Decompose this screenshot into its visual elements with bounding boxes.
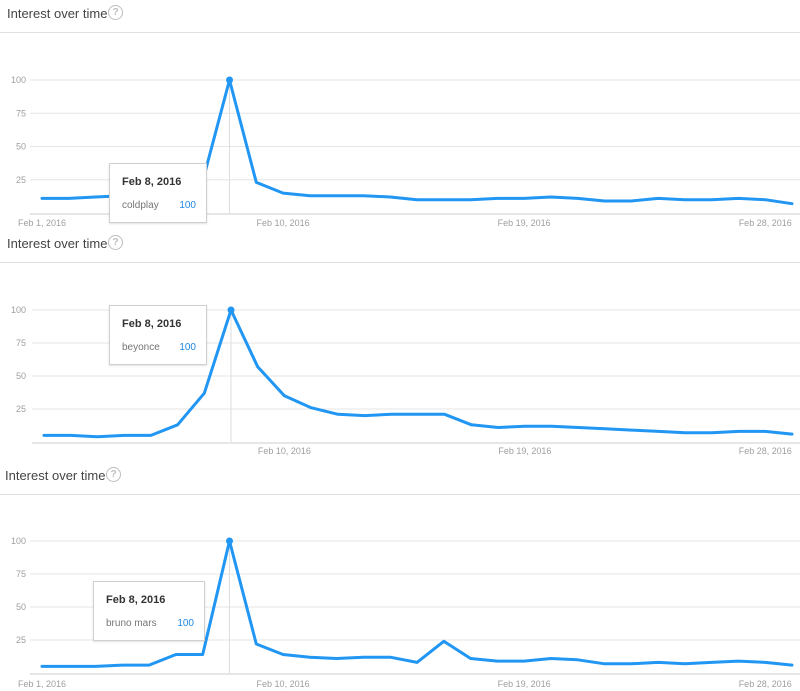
header-divider — [0, 494, 800, 495]
hover-point[interactable] — [226, 537, 233, 545]
tooltip: Feb 8, 2016 coldplay 100 — [109, 163, 207, 223]
help-icon[interactable]: ? — [108, 235, 123, 250]
hover-point[interactable] — [227, 306, 235, 314]
x-tick-label: Feb 19, 2016 — [498, 446, 551, 456]
y-tick-label: 25 — [16, 635, 26, 645]
y-tick-label: 100 — [11, 536, 26, 546]
x-tick-label: Feb 19, 2016 — [498, 218, 551, 228]
x-tick-label: Feb 1, 2016 — [18, 679, 66, 689]
y-tick-label: 100 — [11, 305, 26, 315]
tooltip: Feb 8, 2016 beyonce 100 — [109, 305, 207, 365]
y-tick-label: 50 — [16, 371, 26, 381]
x-tick-label: Feb 28, 2016 — [739, 218, 792, 228]
y-tick-label: 50 — [16, 142, 26, 152]
tooltip-term: beyonce — [122, 342, 160, 353]
x-tick-label: Feb 19, 2016 — [498, 679, 551, 689]
header-divider — [0, 262, 800, 263]
y-tick-label: 75 — [16, 569, 26, 579]
series-line-beyonce — [42, 308, 794, 439]
tooltip-term: coldplay — [122, 200, 159, 211]
y-tick-label: 75 — [16, 338, 26, 348]
panel-title: Interest over time — [5, 468, 106, 483]
y-tick-label: 25 — [16, 404, 26, 414]
tooltip-date: Feb 8, 2016 — [106, 594, 166, 606]
panel-header: Interest over time ? — [0, 464, 800, 494]
help-icon[interactable]: ? — [108, 5, 123, 20]
chart-panel-coldplay: Interest over time ? 25 50 75 100 Feb 1, 201… — [0, 0, 800, 232]
x-tick-label: Feb 10, 2016 — [257, 218, 310, 228]
line-chart: 25 50 75 100 Feb 1, 2016 Feb 10, 2016 Feb 19, … — [11, 536, 800, 689]
tooltip-term: bruno mars — [106, 618, 157, 629]
x-tick-label: Feb 1, 2016 — [18, 218, 66, 228]
header-divider — [0, 32, 800, 33]
chart-panel-bruno-mars: Interest over time ? 25 50 75 100 Feb 1, 201… — [0, 464, 800, 691]
tooltip-date: Feb 8, 2016 — [122, 176, 182, 188]
tooltip-date: Feb 8, 2016 — [122, 318, 182, 330]
tooltip: Feb 8, 2016 bruno mars 100 — [93, 581, 205, 641]
x-tick-label: Feb 10, 2016 — [257, 679, 310, 689]
panel-header: Interest over time ? — [0, 0, 800, 30]
panel-header: Interest over time ? — [0, 232, 800, 262]
series-line-bruno-mars — [40, 539, 794, 668]
tooltip-value: 100 — [179, 200, 196, 211]
y-tick-label: 25 — [16, 175, 26, 185]
help-icon[interactable]: ? — [106, 467, 121, 482]
chart-panel-beyonce: Interest over time ? 25 50 75 100 Feb 10, 20… — [0, 232, 800, 464]
x-tick-label: Feb 28, 2016 — [739, 679, 792, 689]
y-tick-label: 50 — [16, 602, 26, 612]
y-tick-label: 75 — [16, 108, 26, 118]
x-tick-label: Feb 28, 2016 — [739, 446, 792, 456]
panel-title: Interest over time — [7, 236, 108, 251]
x-tick-label: Feb 10, 2016 — [258, 446, 311, 456]
tooltip-value: 100 — [179, 342, 196, 353]
tooltip-value: 100 — [177, 618, 194, 629]
panel-title: Interest over time — [7, 6, 108, 21]
hover-point[interactable] — [226, 76, 233, 84]
y-tick-label: 100 — [11, 75, 26, 85]
